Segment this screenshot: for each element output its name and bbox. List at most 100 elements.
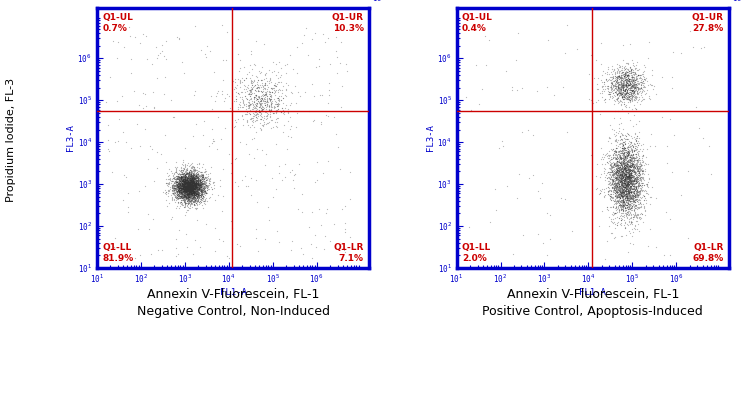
Point [607, 73, 619, 79]
Point [622, 90, 634, 96]
Point [197, 204, 209, 211]
Point [623, 172, 635, 178]
Point [619, 175, 631, 182]
Point [618, 161, 629, 167]
Point [277, 83, 289, 90]
Point [620, 167, 632, 174]
Point [623, 159, 635, 165]
Point [644, 226, 656, 232]
Point [630, 214, 642, 220]
Point [273, 101, 285, 107]
Point [173, 184, 185, 191]
Point [193, 187, 205, 193]
Point [622, 170, 634, 177]
Point [167, 191, 179, 198]
Point [182, 181, 193, 187]
Point [638, 177, 650, 183]
Point [171, 192, 183, 198]
Point [170, 169, 182, 176]
Point [187, 183, 199, 189]
Point [182, 192, 194, 199]
Point [187, 183, 199, 189]
Point [610, 184, 622, 190]
Point [169, 183, 181, 190]
Point [609, 168, 621, 175]
Point [187, 177, 199, 184]
Point [187, 174, 199, 181]
Point [179, 182, 191, 188]
Point [624, 152, 636, 159]
Point [616, 165, 628, 171]
Point [610, 165, 622, 172]
Point [255, 116, 267, 122]
Point [179, 178, 191, 184]
Point [170, 177, 182, 183]
Point [179, 187, 190, 194]
Point [541, 252, 553, 258]
Point [178, 183, 190, 189]
Point [609, 204, 621, 211]
Point [186, 194, 198, 200]
Point [610, 187, 622, 193]
Point [191, 194, 203, 200]
Point [615, 140, 627, 146]
Point [185, 185, 196, 191]
Point [256, 95, 268, 102]
Point [611, 209, 623, 215]
Point [611, 89, 623, 96]
Point [627, 82, 639, 88]
Point [196, 188, 208, 194]
Point [172, 199, 184, 206]
Point [184, 189, 196, 195]
Point [193, 183, 205, 190]
Point [176, 180, 188, 187]
Point [616, 77, 628, 83]
Point [187, 182, 199, 188]
Point [183, 190, 195, 196]
Point [180, 185, 192, 191]
Point [619, 153, 631, 160]
Point [620, 82, 632, 89]
Point [175, 187, 187, 194]
Point [620, 89, 632, 95]
Point [179, 174, 190, 181]
Point [627, 166, 639, 173]
Point [610, 149, 622, 155]
Point [181, 178, 193, 185]
Point [611, 182, 623, 188]
Point [618, 156, 629, 163]
Point [185, 190, 197, 196]
Point [629, 83, 641, 90]
Point [619, 223, 631, 230]
Point [607, 90, 619, 96]
Point [236, 74, 248, 81]
Point [260, 70, 272, 76]
Point [180, 175, 192, 182]
Point [271, 103, 283, 109]
Point [179, 182, 190, 188]
Point [625, 192, 637, 199]
Point [190, 174, 202, 181]
Point [623, 76, 635, 82]
Point [187, 188, 199, 194]
Point [173, 188, 185, 194]
Point [610, 154, 622, 161]
Point [169, 182, 181, 189]
Point [174, 188, 186, 195]
Point [591, 185, 603, 192]
Point [611, 163, 623, 169]
Point [173, 184, 185, 191]
Point [632, 170, 644, 176]
Point [623, 163, 635, 169]
Point [615, 154, 626, 160]
Point [618, 159, 629, 166]
Point [629, 90, 641, 96]
Point [616, 147, 628, 153]
Point [173, 180, 185, 187]
Point [176, 174, 188, 180]
Point [616, 94, 628, 100]
Point [623, 175, 635, 181]
Point [308, 117, 320, 123]
Point [617, 198, 629, 205]
Point [190, 192, 202, 198]
